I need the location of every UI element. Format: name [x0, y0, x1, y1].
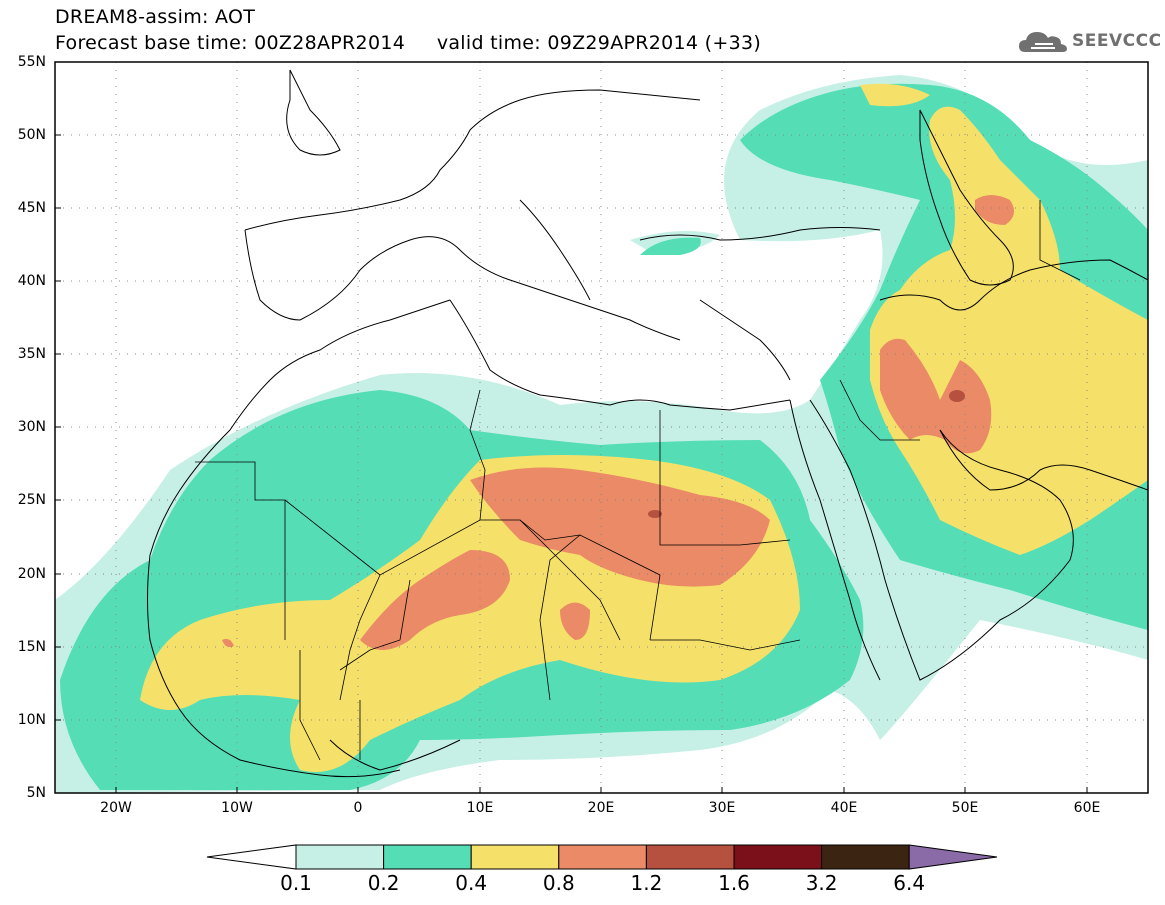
- colorbar-label-1.2: 1.2: [630, 871, 663, 895]
- aot-contour-0.8: [222, 195, 1014, 650]
- lat-label-50n: 50N: [17, 127, 46, 143]
- colorbar-label-0.2: 0.2: [367, 871, 400, 895]
- lon-label-40e: 40E: [830, 800, 858, 816]
- colorbar-swatch-0.2: [383, 844, 472, 870]
- lon-label-0: 0: [353, 800, 363, 816]
- lat-label-30n: 30N: [17, 419, 46, 435]
- lat-label-5n: 5N: [26, 785, 46, 801]
- lat-label-40n: 40N: [17, 273, 46, 289]
- forecast-time-line: Forecast base time: 00Z28APR2014 valid t…: [55, 32, 762, 54]
- aot-contour-1.2: [648, 390, 965, 518]
- colorbar-label-0.1: 0.1: [280, 871, 312, 895]
- colorbar-label-0.8: 0.8: [542, 871, 575, 895]
- axis-ticks: [55, 134, 1088, 793]
- lat-label-15n: 15N: [17, 639, 46, 655]
- lat-label-20n: 20N: [17, 566, 46, 582]
- lat-label-10n: 10N: [17, 712, 46, 728]
- colorbar-label-0.4: 0.4: [455, 871, 488, 895]
- lon-label-10e: 10E: [466, 800, 494, 816]
- lon-label-10w: 10W: [221, 800, 253, 816]
- colorbar-swatch-3.2: [821, 844, 910, 870]
- colorbar-swatch-1.2: [645, 844, 735, 870]
- country-borders: [195, 200, 1081, 761]
- lat-label-35n: 35N: [17, 346, 46, 362]
- lon-label-50e: 50E: [951, 800, 979, 816]
- colorbar-swatch-0.8: [558, 844, 647, 870]
- cloud-logo-icon: [1019, 32, 1067, 52]
- colorbar-under-arrow: [206, 844, 297, 870]
- colorbar-label-3.2: 3.2: [805, 871, 838, 895]
- lon-label-30e: 30E: [708, 800, 736, 816]
- lat-label-55n: 55N: [17, 54, 46, 70]
- colorbar-label-6.4: 6.4: [893, 871, 926, 895]
- coastlines: [147, 69, 1148, 778]
- lon-label-20w: 20W: [100, 800, 132, 816]
- colorbar-over-arrow: [908, 844, 998, 870]
- map-title: DREAM8-assim: AOT: [55, 6, 256, 28]
- colorbar-swatch-0.1: [295, 844, 385, 870]
- lon-label-60e: 60E: [1073, 800, 1101, 816]
- logo-text: SEEVCCC: [1072, 31, 1162, 51]
- colorbar: [206, 844, 998, 870]
- colorbar-swatch-0.4: [470, 844, 560, 870]
- lat-label-25n: 25N: [17, 492, 46, 508]
- colorbar-swatch-1.6: [733, 844, 823, 870]
- lat-label-45n: 45N: [17, 200, 46, 216]
- lon-label-20e: 20E: [587, 800, 615, 816]
- colorbar-label-1.6: 1.6: [718, 871, 750, 895]
